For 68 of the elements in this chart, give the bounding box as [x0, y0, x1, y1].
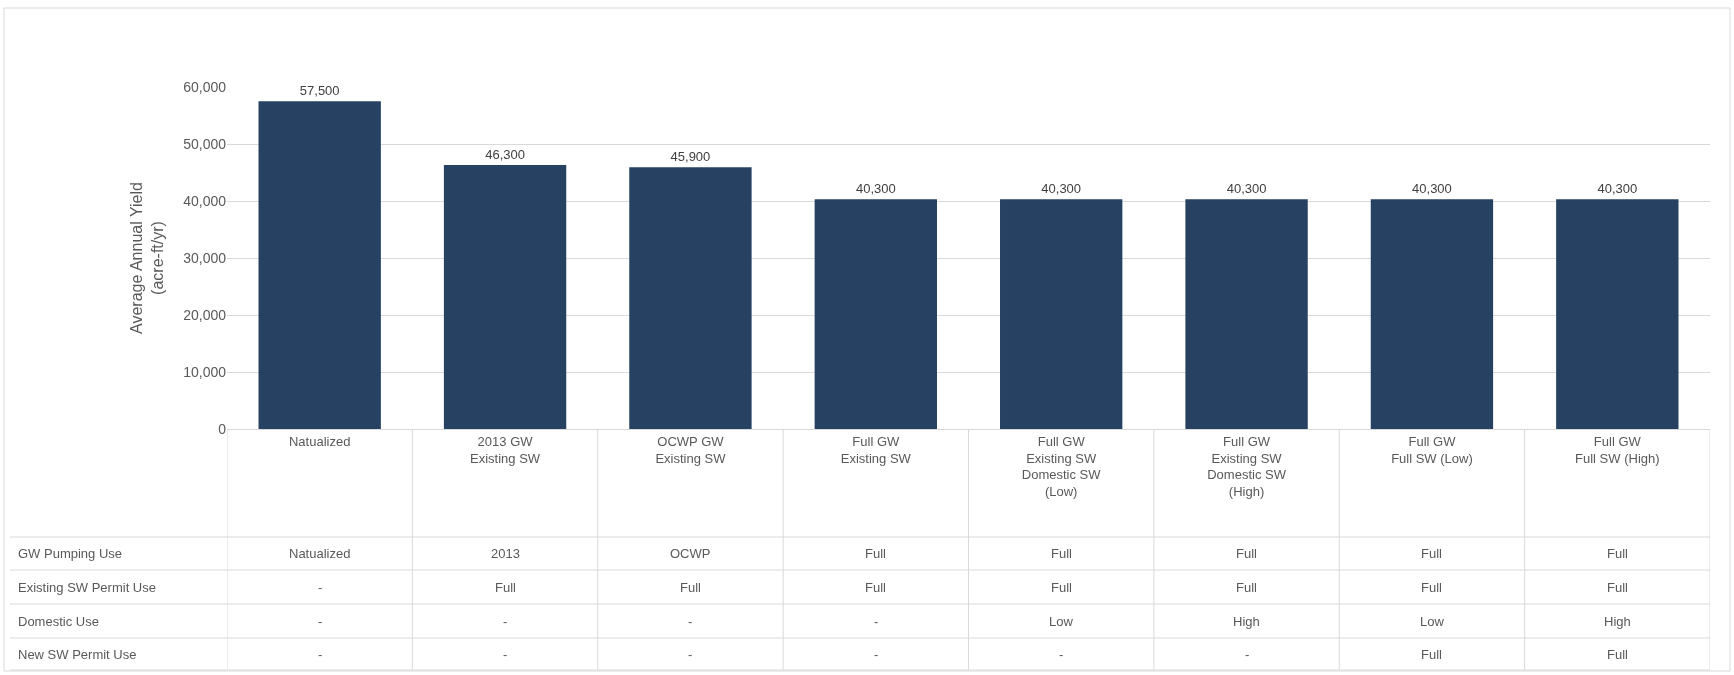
bar — [1556, 199, 1679, 429]
text: - — [318, 614, 323, 629]
y-tick-label: 60,000 — [183, 78, 227, 95]
bar — [1370, 199, 1494, 429]
data-label: 40,300 — [1597, 181, 1638, 197]
y-tick-label: 30,000 — [183, 249, 227, 266]
x-tick-label: Full GW Existing SW Domestic SW (Low) — [1021, 433, 1102, 500]
data-label: 45,900 — [670, 149, 711, 165]
bar — [443, 165, 567, 429]
data-label: 40,300 — [855, 181, 896, 197]
text: - — [503, 647, 508, 662]
y-tick-label: 50,000 — [183, 135, 227, 152]
text: - — [1059, 647, 1064, 662]
text: Full — [865, 580, 887, 595]
text: - — [874, 647, 879, 662]
y-tick-label: 0 — [218, 420, 227, 437]
x-tick-label: Full GW Existing SW Domestic SW (High) — [1207, 433, 1287, 500]
text: - — [688, 647, 693, 662]
text: Full — [1421, 580, 1443, 595]
text: - — [318, 580, 323, 595]
data-label: 40,300 — [1041, 181, 1082, 197]
text: Full — [1051, 546, 1073, 561]
text: Natualized — [289, 546, 351, 561]
bar — [1000, 199, 1123, 429]
y-tick-label: 20,000 — [183, 306, 227, 323]
data-label: 57,500 — [299, 83, 340, 99]
text: Full — [680, 580, 702, 595]
text: Full — [1421, 647, 1443, 662]
bar — [814, 199, 937, 429]
text: Existing SW Permit Use — [18, 580, 156, 595]
text: Full — [1051, 580, 1073, 595]
text: High — [1233, 614, 1260, 629]
text: Full — [1421, 546, 1443, 561]
text: - — [318, 647, 323, 662]
text: Full — [495, 580, 517, 595]
text: New SW Permit Use — [18, 647, 137, 662]
bar — [629, 167, 752, 429]
bar — [1185, 199, 1308, 429]
text: Full — [1607, 647, 1629, 662]
x-tick-label: OCWP GW Existing SW — [655, 433, 727, 466]
x-tick-label: Full GW Full SW (Low) — [1391, 433, 1473, 466]
text: Low — [1049, 614, 1074, 629]
text: GW Pumping Use — [18, 546, 123, 561]
text: 2013 — [491, 546, 520, 561]
x-tick-label: Full GW Full SW (High) — [1575, 433, 1660, 466]
data-label: 40,300 — [1412, 181, 1452, 197]
x-tick-label: 2013 GW Existing SW — [470, 433, 541, 466]
text: Domestic Use — [18, 614, 99, 629]
text: Full — [865, 546, 887, 561]
text: Full — [1236, 580, 1258, 595]
text: - — [874, 614, 879, 629]
text: - — [1245, 647, 1250, 662]
text: OCWP — [670, 546, 711, 561]
data-label: 46,300 — [485, 147, 525, 163]
data-label: 40,300 — [1226, 181, 1267, 197]
text: - — [688, 614, 693, 629]
y-tick-label: 40,000 — [183, 192, 227, 209]
text: High — [1604, 614, 1631, 629]
text: - — [503, 614, 508, 629]
y-axis-title: Average Annual Yield (acre-ft/yr) — [128, 182, 167, 334]
x-tick-label: Natualized — [288, 433, 351, 449]
text: Full — [1236, 546, 1258, 561]
text: Full — [1607, 580, 1629, 595]
bar — [258, 101, 381, 429]
text: Full — [1607, 546, 1629, 561]
y-tick-label: 10,000 — [183, 363, 227, 380]
x-tick-label: Full GW Existing SW — [840, 433, 912, 466]
text: Low — [1420, 614, 1445, 629]
